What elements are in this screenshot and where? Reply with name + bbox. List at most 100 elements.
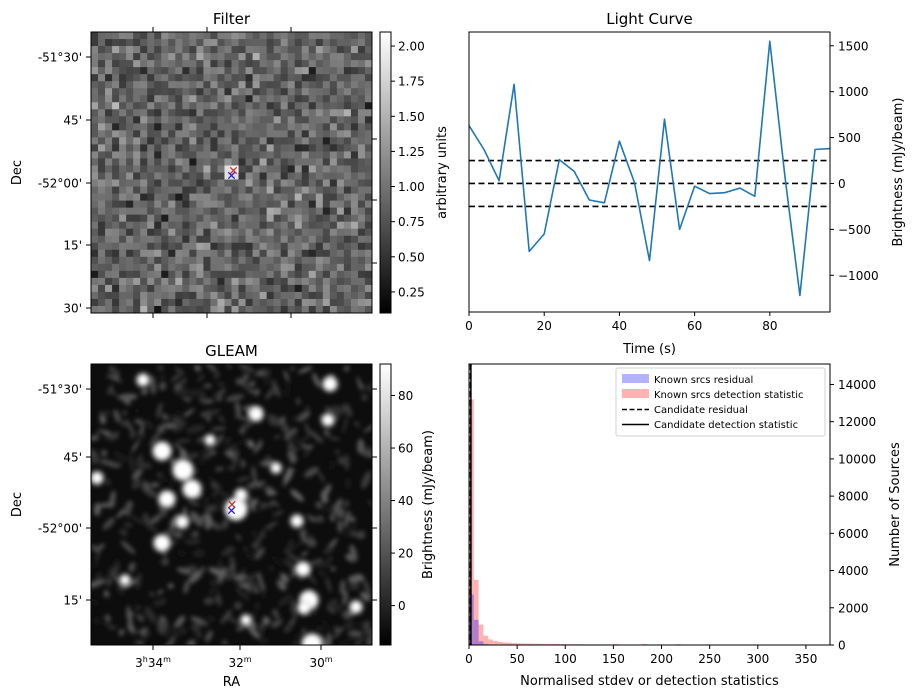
lightcurve-ylabel: Brightness (mJy/beam) bbox=[891, 98, 906, 247]
filter-colorbar-ticks: 0.25 0.50 0.75 1.00 1.25 1.50 1.75 2.00 bbox=[391, 40, 425, 299]
gleam-source-core bbox=[177, 517, 187, 527]
histogram-ylabel: Number of Sources bbox=[888, 442, 903, 567]
gleam-ylabel: Dec bbox=[10, 492, 25, 517]
lightcurve-axes: 0 20 40 60 80 −1000 −500 0 500 1000 1500 bbox=[465, 39, 878, 333]
gleam-source-core bbox=[138, 375, 148, 385]
histogram-xtick-label: 0 bbox=[465, 652, 473, 666]
histogram-xtick-label: 150 bbox=[602, 652, 625, 666]
lightcurve-plot-area bbox=[469, 32, 830, 312]
filter-markers bbox=[227, 166, 238, 180]
gleam-ytick-label: -52°00' bbox=[38, 522, 82, 536]
histogram-ytick-label: 0 bbox=[838, 639, 846, 653]
histogram-legend: Known srcs residual Known srcs detection… bbox=[615, 367, 826, 437]
gleam-source-core bbox=[297, 563, 309, 575]
histogram-xlabel: Normalised stdev or detection statistics bbox=[520, 674, 779, 689]
gleam-colorbar-tick-label: 60 bbox=[398, 442, 413, 456]
lightcurve-title: Light Curve bbox=[606, 10, 692, 28]
gleam-source-core bbox=[250, 408, 262, 420]
histogram-bar-known-detection bbox=[550, 643, 556, 645]
histogram-bar-known-detection bbox=[493, 640, 498, 645]
gleam-source-core bbox=[324, 378, 336, 390]
gleam-source-core bbox=[154, 443, 170, 459]
lightcurve-ytick-label: 1500 bbox=[838, 39, 869, 53]
filter-colorbar-label: arbitrary units bbox=[435, 126, 450, 219]
lightcurve-ytick-label: 0 bbox=[838, 177, 846, 191]
lightcurve-ytick-label: −1000 bbox=[838, 269, 879, 283]
lightcurve-xtick-label: 0 bbox=[465, 319, 473, 333]
histogram-bar-known-residual bbox=[473, 619, 479, 645]
gleam-source-core bbox=[236, 490, 246, 500]
gleam-source-core bbox=[351, 602, 361, 612]
gleam-source-core bbox=[184, 481, 200, 497]
gleam-xlabel: RA bbox=[223, 675, 241, 690]
gleam-axes: -51°30' 45' -52°00' 15' 3h34m 32m 30m bbox=[38, 383, 377, 670]
histogram-bar-known-detection bbox=[488, 639, 494, 645]
gleam-title: GLEAM bbox=[205, 342, 258, 360]
histogram-bar-known-detection bbox=[521, 643, 527, 645]
histogram-ytick-label: 6000 bbox=[838, 527, 869, 541]
histogram-bar-known-residual bbox=[478, 641, 484, 645]
filter-title: Filter bbox=[213, 10, 251, 28]
histogram-bar-known-detection bbox=[507, 642, 513, 645]
histogram-ytick-label: 12000 bbox=[838, 415, 876, 429]
gleam-xtick-label: 3h34m bbox=[135, 655, 171, 670]
histogram-bar-known-detection bbox=[613, 643, 619, 645]
gleam-source-core bbox=[272, 464, 280, 472]
histogram-axes: 0 50 100 150 200 250 300 350 0 2000 4000 6000 8000 10… bbox=[465, 378, 876, 666]
lightcurve-series bbox=[468, 40, 831, 297]
filter-colorbar-tick-label: 1.50 bbox=[398, 110, 425, 124]
filter-colorbar-tick-label: 1.25 bbox=[398, 145, 425, 159]
legend-label-candidate-residual: Candidate residual bbox=[654, 405, 748, 416]
legend-frame bbox=[615, 367, 826, 437]
lightcurve-xtick-label: 80 bbox=[762, 319, 777, 333]
filter-ytick-label: 45' bbox=[63, 114, 82, 128]
filter-colorbar-tick-label: 0.25 bbox=[398, 285, 425, 299]
histogram-frame bbox=[468, 363, 831, 646]
histogram-panel: 0 50 100 150 200 250 300 350 0 2000 4000 6000 8000 10… bbox=[465, 363, 903, 689]
filter-colorbar-tick-label: 2.00 bbox=[398, 40, 425, 54]
filter-ytick-label: -52°00' bbox=[38, 177, 82, 191]
histogram-bar-known-detection bbox=[502, 642, 508, 645]
histogram-xtick-label: 50 bbox=[509, 652, 524, 666]
histogram-ytick-label: 4000 bbox=[838, 564, 869, 578]
histogram-xtick-label: 250 bbox=[698, 652, 721, 666]
legend-label-known-residual: Known srcs residual bbox=[654, 375, 753, 386]
lightcurve-frame bbox=[468, 31, 831, 313]
gleam-image-frame bbox=[90, 363, 373, 646]
gleam-markers bbox=[227, 500, 236, 515]
lightcurve-xtick-label: 60 bbox=[687, 319, 702, 333]
lightcurve-panel: Light Curve 0 20 40 60 80 −1000 −500 0 500 1000 15… bbox=[465, 10, 906, 357]
gleam-colorbar-tick-label: 40 bbox=[398, 494, 413, 508]
gleam-source-core bbox=[92, 473, 102, 483]
gleam-source-core bbox=[299, 603, 309, 613]
filter-axes: -51°30' 45' -52°00' 15' 30' bbox=[38, 27, 377, 318]
legend-label-candidate-detection: Candidate detection statistic bbox=[654, 420, 798, 431]
filter-image-frame bbox=[90, 31, 373, 314]
histogram-bar-known-detection bbox=[526, 643, 532, 645]
histogram-bar-known-detection bbox=[473, 579, 479, 645]
gleam-source-core bbox=[206, 436, 214, 444]
gleam-source-core bbox=[303, 635, 321, 645]
lightcurve-xtick-label: 20 bbox=[537, 319, 552, 333]
filter-colorbar-tick-label: 1.75 bbox=[398, 75, 425, 89]
histogram-xtick-label: 350 bbox=[794, 652, 817, 666]
histogram-ytick-label: 2000 bbox=[838, 601, 869, 615]
gleam-colorbar-ticks: 0 20 40 60 80 bbox=[391, 389, 413, 613]
lightcurve-line bbox=[468, 40, 831, 297]
histogram-bar-known-detection bbox=[497, 641, 503, 645]
gleam-panel: GLEAM -51°30' 45' -52°00' 15' 3h34m 32m 30m De… bbox=[10, 342, 436, 690]
filter-colorbar-tick-label: 1.00 bbox=[398, 180, 425, 194]
filter-candidate-cross-blue bbox=[227, 171, 236, 180]
histogram-bar-known-detection bbox=[483, 635, 489, 645]
histogram-xtick-label: 100 bbox=[554, 652, 577, 666]
legend-label-known-detection: Known srcs detection statistic bbox=[654, 390, 803, 401]
filter-colorbar-tick-label: 0.75 bbox=[398, 215, 425, 229]
gleam-source-core bbox=[155, 536, 169, 550]
lightcurve-ytick-label: −500 bbox=[838, 223, 871, 237]
gleam-colorbar-tick-label: 20 bbox=[398, 547, 413, 561]
filter-ytick-label: 15' bbox=[63, 239, 82, 253]
histogram-bar-known-detection bbox=[517, 643, 522, 645]
filter-image bbox=[91, 32, 373, 314]
filter-ytick-label: -51°30' bbox=[38, 51, 82, 65]
filter-colorbar bbox=[379, 31, 392, 314]
